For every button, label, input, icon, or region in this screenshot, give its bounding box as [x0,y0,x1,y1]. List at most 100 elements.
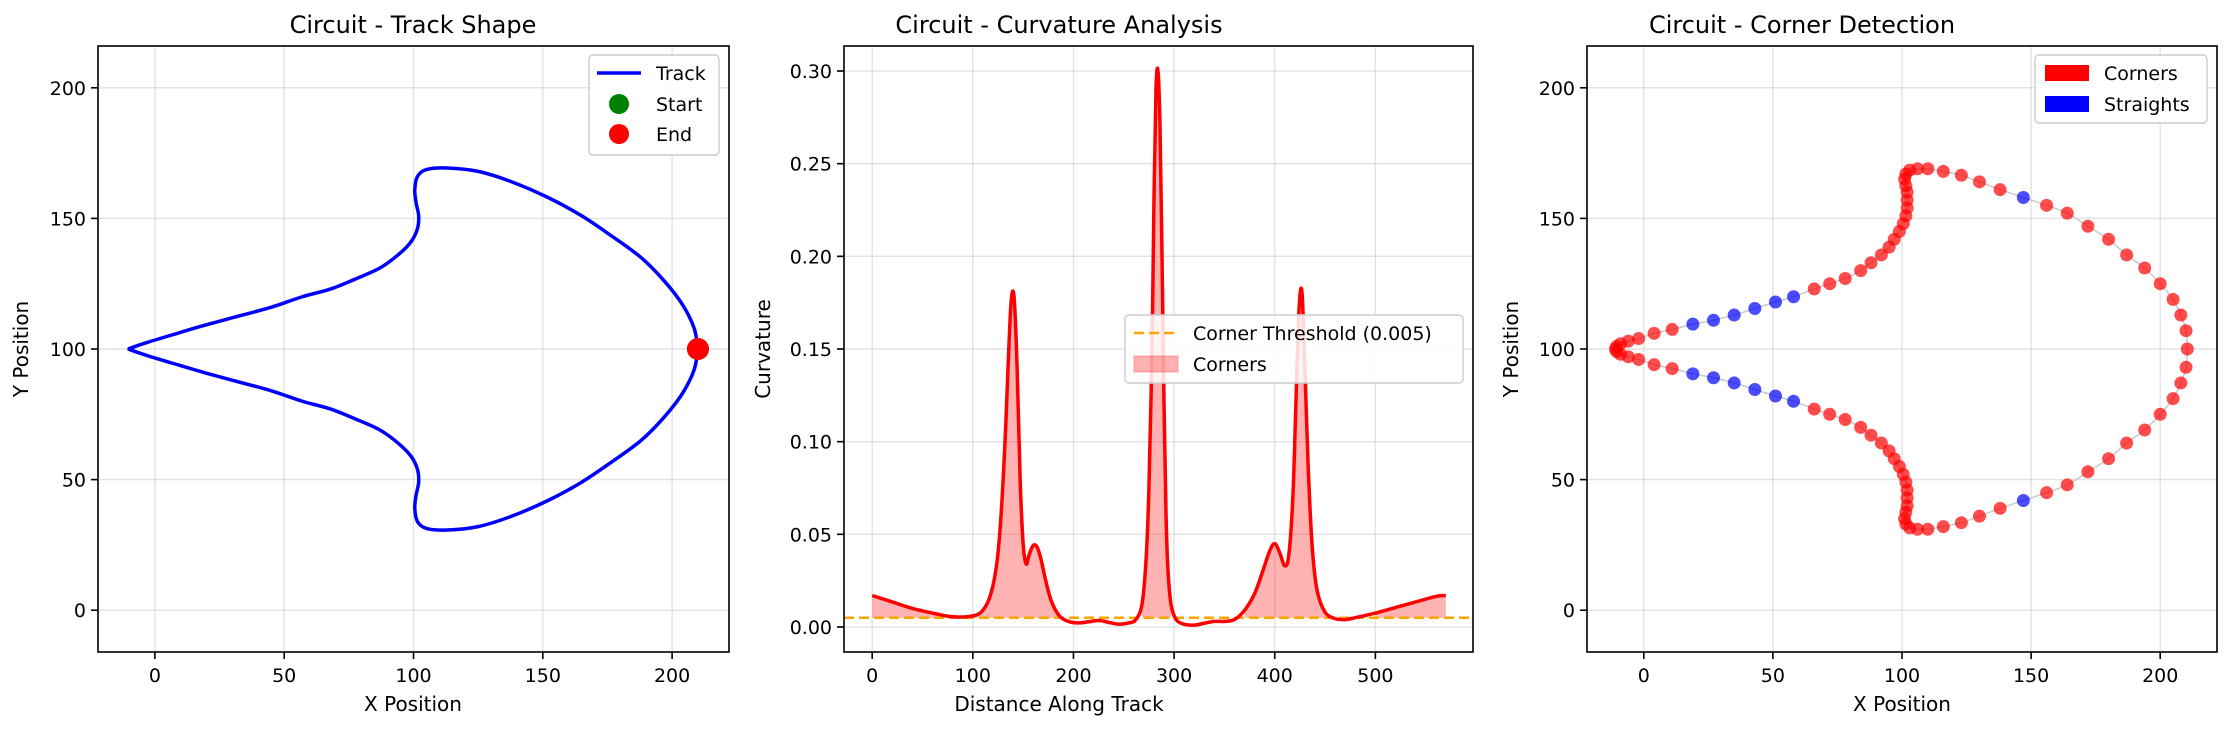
corner-point [1854,264,1868,278]
corner-point [1807,282,1821,296]
corner-point [2040,486,2054,500]
x-tick-label: 200 [1055,665,1091,687]
straight-point [2016,494,2030,507]
corner-point [2153,277,2167,291]
legend-corners-patch [2045,65,2089,81]
x-tick-label: 50 [272,665,296,687]
corner-detection-ticks: 0 50 100 150 200 0 50 100 150 200 [1539,78,2179,687]
straight-point [1748,382,1762,396]
straight-point [1707,371,1721,385]
straight-point [1787,290,1801,304]
corner-point [2081,465,2095,479]
corner-detection-panel: Circuit - Corner Detection 0 50 100 150 200 0… [1499,11,2218,716]
corner-point [1864,256,1878,270]
corner-point [1972,175,1986,189]
end-marker [686,338,709,360]
corner-point [1838,271,1852,285]
corner-point [1864,428,1878,442]
corner-point [2174,308,2188,322]
x-tick-label: 300 [1156,665,1192,687]
x-tick-label: 0 [149,665,161,687]
corner-point [1823,407,1837,421]
track-shape-legend: Track Start End [588,54,720,156]
x-tick-label: 100 [395,665,431,687]
corner-point [2166,392,2180,406]
corner-point [2153,407,2167,421]
x-tick-label: 150 [525,665,561,687]
x-tick-label: 150 [2013,665,2049,687]
straight-point [1787,394,1801,408]
corner-point [1874,248,1888,262]
curvature-ylabel: Curvature [751,299,775,399]
corner-point [1838,413,1852,427]
corner-region-fill [1375,595,1446,618]
y-tick-label: 0.25 [790,154,832,176]
legend-start-marker [609,94,629,114]
corner-point [1854,420,1868,434]
y-tick-label: 50 [62,470,86,492]
curvature-xlabel: Distance Along Track [954,692,1164,716]
corner-point [1632,332,1646,346]
corner-point [1807,402,1821,416]
y-tick-label: 0.00 [790,617,832,639]
corner-point [1647,326,1661,340]
corner-point [1993,501,2007,515]
x-tick-label: 500 [1357,665,1393,687]
y-tick-label: 0 [1563,600,1575,622]
corner-detection-title: Circuit - Corner Detection [1649,11,1955,39]
corner-point [1954,168,1968,182]
corner-point [2179,324,2193,338]
y-tick-label: 200 [1539,78,1575,100]
y-tick-label: 100 [50,339,86,361]
straight-point [1768,295,1782,309]
x-tick-label: 400 [1257,665,1293,687]
straight-point [1748,302,1762,316]
corner-point [2138,261,2152,275]
corner-point [2102,452,2116,466]
x-tick-label: 0 [1638,665,1650,687]
corner-point [1993,183,2007,197]
corner-point [2179,360,2193,374]
corner-point [1936,164,1950,178]
corner-point [2138,423,2152,437]
y-tick-label: 0.05 [790,524,832,546]
track-shape-xlabel: X Position [364,692,462,716]
corner-point [2120,436,2134,450]
corner-point [1910,522,1924,536]
legend-corners-label: Corners [2104,63,2178,85]
corner-detection-grid [1587,46,2217,652]
corner-point [2102,232,2116,246]
y-tick-label: 150 [50,208,86,230]
corner-point [2180,342,2194,356]
x-tick-label: 100 [1884,665,1920,687]
curvature-grid [844,46,1473,652]
corner-point [1954,516,1968,530]
corner-detection-plot-area [1608,162,2194,536]
x-tick-label: 200 [654,665,690,687]
straight-point [1768,389,1782,403]
corner-point [1647,358,1661,372]
curvature-line [871,66,1446,627]
corner-point [1972,509,1986,523]
y-tick-label: 0.10 [790,432,832,454]
track-shape-ticks: 0 50 100 150 200 0 50 100 150 200 [50,78,691,687]
x-tick-label: 0 [866,665,878,687]
legend-straights-patch [2045,96,2089,112]
track-shape-title: Circuit - Track Shape [290,11,537,39]
y-tick-label: 50 [1551,470,1575,492]
corner-point [2060,478,2074,492]
corner-point [2081,219,2095,233]
track-shape-plot-area [127,166,709,532]
y-tick-label: 150 [1539,208,1575,230]
corner-point [1621,350,1635,364]
track-shape-ylabel: Y Position [9,301,33,398]
corner-point [2166,292,2180,306]
legend-end-label: End [656,124,692,146]
legend-corners-fill-label: Corners [1193,354,1267,376]
legend-corners-swatch [1133,355,1179,373]
corner-region-fill [872,291,1060,618]
straight-point [1686,367,1700,381]
legend-start-label: Start [656,94,702,116]
curvature-title: Circuit - Curvature Analysis [895,11,1222,39]
y-tick-label: 0.15 [790,339,832,361]
